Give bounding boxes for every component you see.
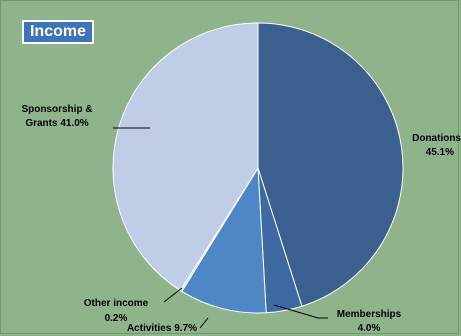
leader-line-memberships <box>273 304 328 319</box>
data-label-other-income: Other income 0.2% <box>84 298 149 324</box>
data-label-activities: Activities 9.7% <box>127 323 197 334</box>
data-label-memberships: Memberships 4.0% <box>337 309 402 334</box>
pie-slice-donations <box>257 22 404 307</box>
pie-slice-activities <box>181 166 267 314</box>
data-label-donations: Donations 45.1% <box>412 133 461 158</box>
data-label-sponsorship-grants: Sponsorship & Grants 41.0% <box>21 104 92 129</box>
leader-line-activities <box>199 317 209 329</box>
chart-title: Income <box>22 20 94 44</box>
leader-line-other-income <box>163 287 183 303</box>
